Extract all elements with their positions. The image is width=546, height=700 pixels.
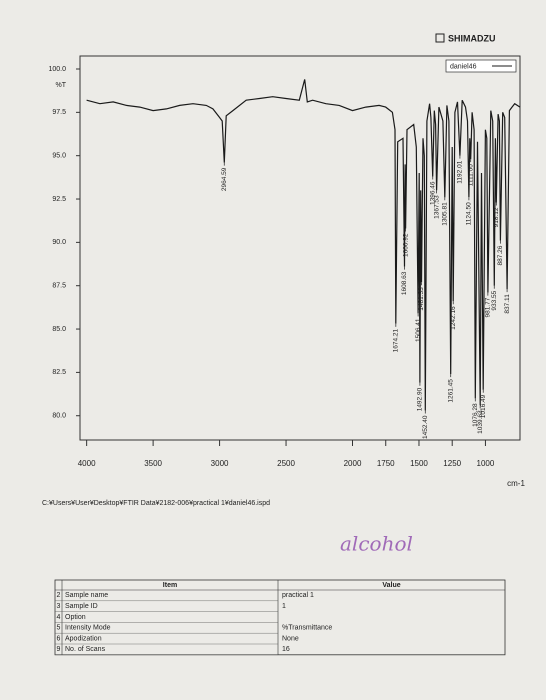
peak-label: 1674.21 bbox=[393, 328, 400, 352]
peak-label: 1506.41 bbox=[415, 318, 422, 342]
peak-label: 1076.28 bbox=[472, 403, 479, 427]
row-item: Option bbox=[65, 614, 86, 621]
row-value: 16 bbox=[282, 646, 290, 653]
table-frame bbox=[54, 579, 506, 656]
peak-label: 933.55 bbox=[491, 290, 498, 310]
row-number: 4 bbox=[57, 614, 61, 621]
x-axis-label: cm-1 bbox=[507, 479, 525, 488]
peak-label: 1039.63 bbox=[477, 410, 484, 434]
row-number: 6 bbox=[57, 635, 61, 642]
table-header: Value bbox=[382, 582, 400, 589]
row-number: 2 bbox=[57, 592, 61, 599]
peak-label: 887.26 bbox=[497, 245, 504, 265]
legend-box bbox=[445, 59, 517, 73]
x-tick-label: 1000 bbox=[477, 459, 495, 468]
peak-label: 837.11 bbox=[504, 294, 511, 314]
legend-label: daniel46 bbox=[450, 63, 477, 70]
peak-label: 1192.01 bbox=[457, 160, 464, 183]
peak-label: 1367.53 bbox=[433, 195, 440, 219]
peak-label: 918.12 bbox=[493, 207, 500, 227]
peak-label: 1492.90 bbox=[417, 387, 424, 411]
x-tick-label: 4000 bbox=[78, 459, 96, 468]
peak-label: 1111.00 bbox=[467, 164, 474, 186]
row-value: 1 bbox=[282, 603, 286, 610]
y-tick-label: 90.0 bbox=[52, 239, 66, 246]
peak-label: 1600.92 bbox=[402, 233, 409, 257]
x-tick-label: 2500 bbox=[277, 459, 295, 468]
peak-label: 1261.45 bbox=[447, 379, 454, 403]
row-item: Intensity Mode bbox=[65, 625, 111, 632]
peak-label: 1305.81 bbox=[442, 202, 449, 226]
x-tick-label: 1250 bbox=[443, 459, 461, 468]
peak-label: 1396.46 bbox=[429, 181, 436, 205]
peak-label: 1124.50 bbox=[466, 202, 473, 225]
row-value: None bbox=[282, 635, 299, 642]
file-path: C:¥Users¥User¥Desktop¥FTIR Data¥2182-006… bbox=[42, 500, 270, 507]
spectrum-line bbox=[86, 79, 521, 411]
y-tick-label: 100.0 bbox=[48, 66, 66, 73]
y-tick-label: 92.5 bbox=[52, 196, 66, 203]
row-number: 5 bbox=[57, 625, 61, 632]
y-tick-label: 82.5 bbox=[52, 369, 66, 376]
x-tick-label: 1500 bbox=[410, 459, 428, 468]
row-item: Sample ID bbox=[65, 603, 98, 610]
row-value: %Transmittance bbox=[282, 625, 332, 632]
peak-label: 1016.49 bbox=[480, 394, 487, 418]
row-number: 9 bbox=[57, 646, 61, 653]
x-tick-label: 3000 bbox=[211, 459, 229, 468]
x-tick-label: 3500 bbox=[144, 459, 162, 468]
plot-frame bbox=[79, 55, 521, 441]
y-tick-label: 80.0 bbox=[52, 413, 66, 420]
x-tick-label: 1750 bbox=[377, 459, 395, 468]
x-tick-label: 2000 bbox=[344, 459, 362, 468]
row-value: practical 1 bbox=[282, 592, 314, 599]
brand-logo bbox=[435, 33, 445, 43]
peak-label: 1481.33 bbox=[418, 287, 425, 311]
brand: SHIMADZU bbox=[448, 33, 496, 43]
row-number: 3 bbox=[57, 603, 61, 610]
y-axis-label: %T bbox=[56, 82, 67, 89]
y-tick-label: 85.0 bbox=[52, 326, 66, 333]
row-item: Apodization bbox=[65, 635, 102, 642]
peak-label: 981.77 bbox=[485, 297, 492, 317]
y-tick-label: 87.5 bbox=[52, 283, 66, 290]
peak-label: 1608.63 bbox=[401, 271, 408, 295]
table-header: Item bbox=[163, 582, 177, 589]
peak-label: 1452.40 bbox=[422, 415, 429, 439]
row-item: Sample name bbox=[65, 592, 108, 599]
peak-label: 1242.16 bbox=[450, 306, 457, 330]
handwritten-note: alcohol bbox=[340, 532, 413, 556]
y-tick-label: 97.5 bbox=[52, 109, 66, 116]
y-tick-label: 95.0 bbox=[52, 153, 66, 160]
row-item: No. of Scans bbox=[65, 646, 106, 653]
peak-label: 2964.59 bbox=[221, 167, 228, 191]
